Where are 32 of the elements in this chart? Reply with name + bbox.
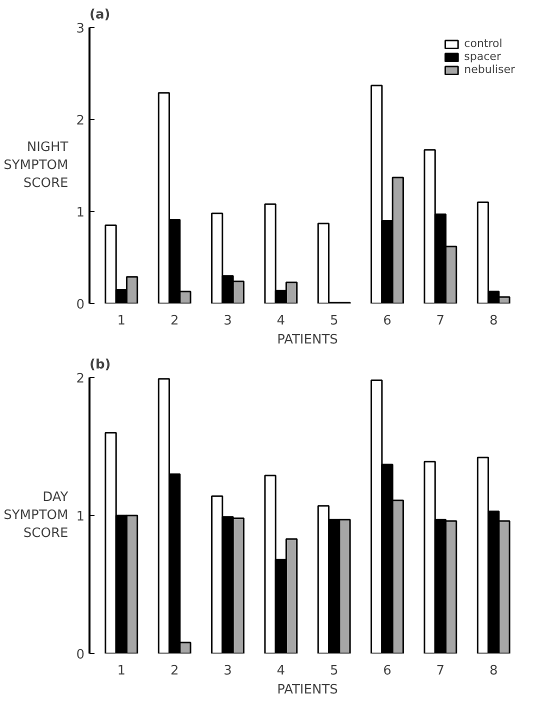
y-tick-label: 0	[76, 648, 85, 662]
x-tick-label: 5	[330, 314, 338, 328]
x-tick-label: 6	[383, 314, 392, 328]
x-tick-label: 6	[383, 664, 392, 678]
x-tick-label: 1	[117, 314, 126, 328]
y-axis-title: DAY SYMPTOM SCORE	[4, 490, 68, 541]
y-tick-label: 2	[76, 372, 85, 386]
legend-label: control	[464, 37, 502, 50]
x-tick-label: 8	[489, 314, 498, 328]
x-axis-title: PATIENTS	[277, 682, 338, 698]
x-tick-label: 7	[436, 664, 445, 678]
x-tick-label: 3	[224, 314, 232, 328]
y-tick-label: 1	[76, 510, 85, 524]
x-tick-label: 4	[276, 664, 286, 678]
x-axis-title: PATIENTS	[277, 332, 338, 348]
legend-label: nebuliser	[464, 63, 515, 76]
x-tick-label: 8	[489, 664, 498, 678]
x-tick-label: 7	[436, 314, 445, 328]
x-tick-label: 5	[330, 664, 338, 678]
x-tick-label: 1	[117, 664, 126, 678]
chart-title: (b)	[90, 358, 111, 372]
legend-label: spacer	[464, 50, 501, 63]
y-tick-label: 2	[76, 114, 85, 128]
y-tick-label: 1	[76, 206, 85, 220]
x-tick-label: 2	[170, 664, 179, 678]
y-tick-label: 3	[76, 22, 85, 36]
y-axis-title: NIGHT SYMPTOM SCORE	[4, 140, 68, 191]
x-tick-label: 3	[224, 664, 232, 678]
x-tick-label: 2	[170, 314, 179, 328]
y-tick-label: 0	[76, 298, 85, 312]
x-tick-label: 4	[276, 314, 286, 328]
chart-title: (a)	[90, 8, 110, 22]
